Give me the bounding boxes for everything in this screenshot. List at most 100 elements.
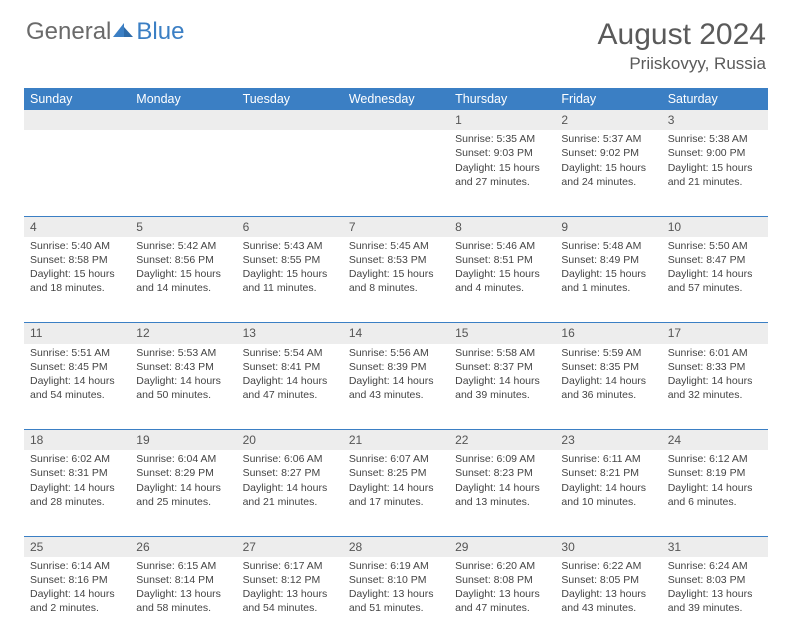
daylight-line-1: Daylight: 15 hours: [561, 267, 655, 281]
daylight-line-2: and 50 minutes.: [136, 388, 230, 402]
sunrise-line: Sunrise: 6:24 AM: [668, 559, 762, 573]
day-number: 14: [343, 323, 449, 344]
day-cell-body: Sunrise: 6:06 AMSunset: 8:27 PMDaylight:…: [237, 450, 343, 513]
daylight-line-2: and 51 minutes.: [349, 601, 443, 615]
day-number: 15: [449, 323, 555, 344]
day-cell: Sunrise: 6:12 AMSunset: 8:19 PMDaylight:…: [662, 450, 768, 536]
sunset-line: Sunset: 8:58 PM: [30, 253, 124, 267]
logo-text-part1: General: [26, 18, 111, 46]
daylight-line-1: Daylight: 13 hours: [561, 587, 655, 601]
sunrise-line: Sunrise: 5:45 AM: [349, 239, 443, 253]
sunrise-line: Sunrise: 6:02 AM: [30, 452, 124, 466]
day-cell: Sunrise: 5:40 AMSunset: 8:58 PMDaylight:…: [24, 237, 130, 323]
day-number: 9: [555, 216, 661, 237]
sunset-line: Sunset: 8:21 PM: [561, 466, 655, 480]
daylight-line-1: Daylight: 14 hours: [30, 374, 124, 388]
day-number: 28: [343, 536, 449, 557]
day-number: 30: [555, 536, 661, 557]
daylight-line-2: and 32 minutes.: [668, 388, 762, 402]
day-cell: Sunrise: 5:38 AMSunset: 9:00 PMDaylight:…: [662, 130, 768, 216]
day-cell-body: Sunrise: 6:11 AMSunset: 8:21 PMDaylight:…: [555, 450, 661, 513]
daylight-line-1: Daylight: 15 hours: [136, 267, 230, 281]
day-cell: [130, 130, 236, 216]
day-number: 31: [662, 536, 768, 557]
day-cell: Sunrise: 5:45 AMSunset: 8:53 PMDaylight:…: [343, 237, 449, 323]
day-cell: Sunrise: 6:07 AMSunset: 8:25 PMDaylight:…: [343, 450, 449, 536]
day-cell: Sunrise: 6:09 AMSunset: 8:23 PMDaylight:…: [449, 450, 555, 536]
daylight-line-2: and 25 minutes.: [136, 495, 230, 509]
daylight-line-2: and 43 minutes.: [349, 388, 443, 402]
daylight-line-1: Daylight: 14 hours: [561, 481, 655, 495]
daynum-row: 123: [24, 110, 768, 130]
day-number: 22: [449, 430, 555, 451]
day-number: 2: [555, 110, 661, 130]
sunset-line: Sunset: 8:31 PM: [30, 466, 124, 480]
day-cell: [237, 130, 343, 216]
day-number: 19: [130, 430, 236, 451]
sunrise-line: Sunrise: 5:48 AM: [561, 239, 655, 253]
daylight-line-1: Daylight: 13 hours: [668, 587, 762, 601]
day-cell-body: Sunrise: 6:04 AMSunset: 8:29 PMDaylight:…: [130, 450, 236, 513]
sunrise-line: Sunrise: 6:07 AM: [349, 452, 443, 466]
day-cell-body: Sunrise: 5:59 AMSunset: 8:35 PMDaylight:…: [555, 344, 661, 407]
sunrise-line: Sunrise: 6:19 AM: [349, 559, 443, 573]
daylight-line-2: and 39 minutes.: [668, 601, 762, 615]
sunrise-line: Sunrise: 6:20 AM: [455, 559, 549, 573]
day-cell-body: Sunrise: 6:12 AMSunset: 8:19 PMDaylight:…: [662, 450, 768, 513]
daylight-line-2: and 18 minutes.: [30, 281, 124, 295]
day-cell-body: Sunrise: 5:58 AMSunset: 8:37 PMDaylight:…: [449, 344, 555, 407]
daylight-line-1: Daylight: 14 hours: [243, 481, 337, 495]
daylight-line-1: Daylight: 15 hours: [455, 267, 549, 281]
daylight-line-2: and 14 minutes.: [136, 281, 230, 295]
daynum-row: 45678910: [24, 216, 768, 237]
day-cell: Sunrise: 5:54 AMSunset: 8:41 PMDaylight:…: [237, 344, 343, 430]
day-cell: Sunrise: 5:43 AMSunset: 8:55 PMDaylight:…: [237, 237, 343, 323]
day-cell-body: Sunrise: 6:15 AMSunset: 8:14 PMDaylight:…: [130, 557, 236, 620]
day-cell-body: Sunrise: 5:48 AMSunset: 8:49 PMDaylight:…: [555, 237, 661, 300]
sunset-line: Sunset: 8:43 PM: [136, 360, 230, 374]
day-cell: Sunrise: 6:24 AMSunset: 8:03 PMDaylight:…: [662, 557, 768, 643]
daylight-line-2: and 13 minutes.: [455, 495, 549, 509]
sunset-line: Sunset: 8:37 PM: [455, 360, 549, 374]
day-cell-body: Sunrise: 5:46 AMSunset: 8:51 PMDaylight:…: [449, 237, 555, 300]
daylight-line-2: and 43 minutes.: [561, 601, 655, 615]
sunset-line: Sunset: 9:03 PM: [455, 146, 549, 160]
daynum-row: 25262728293031: [24, 536, 768, 557]
sunrise-line: Sunrise: 5:38 AM: [668, 132, 762, 146]
daylight-line-1: Daylight: 15 hours: [243, 267, 337, 281]
sunrise-line: Sunrise: 5:37 AM: [561, 132, 655, 146]
sunset-line: Sunset: 8:05 PM: [561, 573, 655, 587]
daylight-line-2: and 17 minutes.: [349, 495, 443, 509]
sunrise-line: Sunrise: 5:53 AM: [136, 346, 230, 360]
day-number: 29: [449, 536, 555, 557]
day-cell: Sunrise: 5:58 AMSunset: 8:37 PMDaylight:…: [449, 344, 555, 430]
sunset-line: Sunset: 8:55 PM: [243, 253, 337, 267]
daylight-line-1: Daylight: 13 hours: [136, 587, 230, 601]
daynum-row: 11121314151617: [24, 323, 768, 344]
day-header: Thursday: [449, 88, 555, 110]
sunrise-line: Sunrise: 6:14 AM: [30, 559, 124, 573]
day-number: 21: [343, 430, 449, 451]
sunrise-line: Sunrise: 6:01 AM: [668, 346, 762, 360]
day-cell: Sunrise: 6:17 AMSunset: 8:12 PMDaylight:…: [237, 557, 343, 643]
day-cell: Sunrise: 5:46 AMSunset: 8:51 PMDaylight:…: [449, 237, 555, 323]
day-cell-body: Sunrise: 5:37 AMSunset: 9:02 PMDaylight:…: [555, 130, 661, 193]
day-cell: Sunrise: 5:51 AMSunset: 8:45 PMDaylight:…: [24, 344, 130, 430]
day-cell: Sunrise: 6:04 AMSunset: 8:29 PMDaylight:…: [130, 450, 236, 536]
day-cell-body: Sunrise: 6:24 AMSunset: 8:03 PMDaylight:…: [662, 557, 768, 620]
day-number: 3: [662, 110, 768, 130]
day-number: 12: [130, 323, 236, 344]
day-number: 11: [24, 323, 130, 344]
daylight-line-2: and 57 minutes.: [668, 281, 762, 295]
day-cell: Sunrise: 6:19 AMSunset: 8:10 PMDaylight:…: [343, 557, 449, 643]
daylight-line-2: and 28 minutes.: [30, 495, 124, 509]
day-cell: Sunrise: 6:22 AMSunset: 8:05 PMDaylight:…: [555, 557, 661, 643]
sunset-line: Sunset: 8:08 PM: [455, 573, 549, 587]
day-number: 16: [555, 323, 661, 344]
daylight-line-1: Daylight: 14 hours: [136, 481, 230, 495]
day-cell: Sunrise: 6:15 AMSunset: 8:14 PMDaylight:…: [130, 557, 236, 643]
sunrise-line: Sunrise: 6:12 AM: [668, 452, 762, 466]
sunrise-line: Sunrise: 6:15 AM: [136, 559, 230, 573]
daylight-line-2: and 2 minutes.: [30, 601, 124, 615]
daylight-line-1: Daylight: 14 hours: [561, 374, 655, 388]
